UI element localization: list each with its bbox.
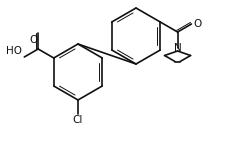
Text: HO: HO <box>6 46 22 56</box>
Text: Cl: Cl <box>73 115 83 125</box>
Text: N: N <box>174 43 182 53</box>
Text: O: O <box>193 19 202 29</box>
Text: O: O <box>29 35 37 45</box>
